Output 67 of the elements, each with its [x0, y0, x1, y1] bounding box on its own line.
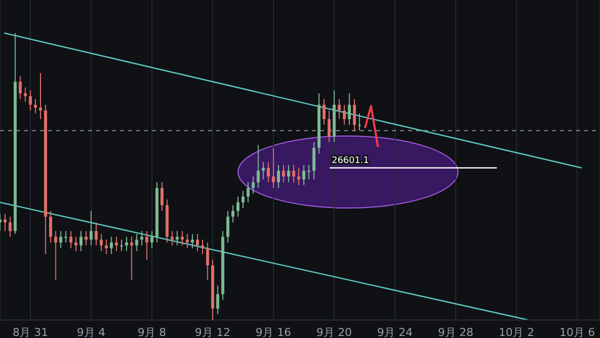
- candlestick: [8, 216, 12, 238]
- candlestick: [190, 233, 194, 249]
- candlestick: [256, 144, 260, 188]
- candlestick: [18, 76, 22, 100]
- candlestick: [328, 110, 331, 143]
- candlestick: [4, 213, 7, 232]
- x-tick-label: 9月 8: [138, 326, 166, 338]
- candlestick: [352, 98, 356, 132]
- x-tick-label: 10月 2: [498, 326, 534, 338]
- candlestick: [28, 90, 32, 111]
- candlestick: [90, 210, 93, 246]
- candlestick: [150, 230, 154, 249]
- candlestick: [358, 112, 361, 132]
- candlestick: [114, 236, 118, 252]
- candlestick: [276, 164, 280, 188]
- candlestick: [246, 182, 250, 203]
- x-tick-label: 8月 31: [12, 326, 48, 338]
- candlestick: [49, 210, 52, 244]
- candlestick: [292, 164, 296, 183]
- candlestick: [74, 236, 78, 252]
- candlestick: [236, 196, 240, 218]
- candlestick: [110, 236, 113, 254]
- candlestick: [135, 233, 138, 252]
- candlestick: [226, 210, 230, 244]
- candlestick: [262, 162, 265, 180]
- candlestick: [206, 242, 210, 280]
- x-tick-label: 9月 4: [76, 326, 106, 338]
- candlestick: [125, 236, 128, 252]
- candlestick: [196, 233, 199, 252]
- annotation: 26601.1: [332, 156, 369, 166]
- candlestick: [59, 230, 62, 249]
- x-tick-label: 10月 6: [559, 326, 595, 338]
- candlestick: [201, 239, 204, 254]
- candlestick: [160, 182, 164, 212]
- candlestick: [231, 204, 234, 223]
- candlestick: [130, 236, 134, 280]
- candlestick: [54, 230, 58, 280]
- candlestick: [104, 239, 108, 254]
- candlestick: [80, 230, 83, 252]
- candlestick: [120, 239, 124, 252]
- candlestick: [287, 164, 290, 183]
- candlestick: [342, 104, 346, 126]
- candlestick: [186, 233, 189, 249]
- candlestick: [216, 285, 220, 315]
- candlestick: [266, 162, 270, 183]
- candlestick: [69, 230, 72, 249]
- candlestick: [338, 98, 341, 120]
- x-tick-label: 9月 24: [377, 326, 413, 338]
- candlestick: [242, 190, 245, 209]
- candlestick: [39, 72, 42, 120]
- candlestick: [252, 176, 255, 194]
- candlestick: [64, 230, 68, 244]
- candlestick: [348, 92, 351, 126]
- candlestick: [94, 222, 98, 246]
- candlestick: [302, 164, 306, 186]
- candlestick: [322, 98, 326, 126]
- candlestick: [282, 164, 286, 183]
- candlestick: [307, 164, 310, 180]
- candlestick: [272, 147, 275, 188]
- x-tick-label: 9月 20: [316, 326, 352, 338]
- candlestick: [312, 142, 316, 180]
- x-tick-label: 9月 16: [256, 326, 292, 338]
- candlestick: [100, 233, 103, 252]
- candlestick: [145, 230, 148, 260]
- x-tick-label: 9月 12: [194, 326, 230, 338]
- candlestick: [297, 167, 300, 186]
- x-tick-label: 9月 28: [438, 326, 474, 338]
